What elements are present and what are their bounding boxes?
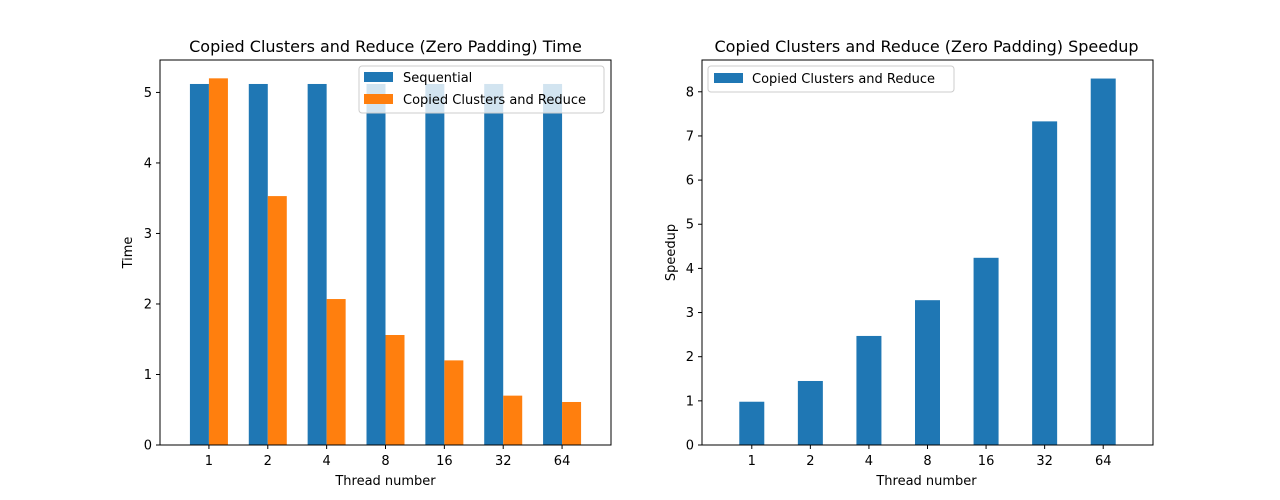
speedup-legend-label: Copied Clusters and Reduce: [752, 72, 935, 87]
time-x-tick-label-32: 32: [495, 454, 512, 469]
speedup-x-tick-label-4: 4: [865, 454, 873, 469]
time-bar-copied-clusters-and-reduce-4: [326, 299, 346, 445]
speedup-bar-copied-clusters-and-reduce-8: [915, 300, 940, 445]
speedup-chart-title: Copied Clusters and Reduce (Zero Padding…: [714, 37, 1138, 56]
speedup-ticks: 1 2 4 8 16 32 64 0 1 2 3 4 5 6 7 8: [686, 85, 1112, 469]
time-ticks: 1 2 4 8 16 32 64 0 1 2 3 4 5: [144, 86, 571, 469]
time-bar-sequential-16: [425, 83, 445, 445]
time-y-tick-label-5: 5: [144, 86, 152, 101]
time-x-axis-label: Thread number: [334, 474, 436, 489]
time-bar-copied-clusters-and-reduce-8: [385, 335, 405, 445]
time-x-tick-label-2: 2: [264, 454, 272, 469]
time-legend-label-sequential: Sequential: [403, 71, 472, 86]
time-bar-sequential-2: [248, 83, 268, 445]
speedup-chart: Copied Clusters and Reduce (Zero Padding…: [664, 37, 1154, 489]
time-legend-swatch-copied: [364, 94, 393, 104]
speedup-legend-frame: [707, 65, 955, 93]
speedup-x-tick-label-32: 32: [1036, 454, 1053, 469]
time-x-tick-label-16: 16: [436, 454, 453, 469]
speedup-y-tick-label-7: 7: [686, 129, 694, 144]
time-bar-sequential-32: [484, 83, 504, 445]
speedup-y-tick-label-6: 6: [686, 174, 694, 189]
time-y-axis-label: Time: [121, 237, 136, 270]
speedup-legend: Copied Clusters and Reduce: [707, 65, 955, 93]
speedup-y-tick-label-0: 0: [686, 439, 694, 454]
time-bar-copied-clusters-and-reduce-32: [503, 395, 523, 445]
time-bar-copied-clusters-and-reduce-2: [267, 196, 287, 445]
time-y-tick-label-2: 2: [144, 297, 152, 312]
speedup-bars: [739, 78, 1116, 445]
time-y-tick-label-0: 0: [144, 439, 152, 454]
time-bar-copied-clusters-and-reduce-64: [562, 401, 582, 445]
speedup-x-tick-label-2: 2: [806, 454, 814, 469]
speedup-bar-copied-clusters-and-reduce-4: [856, 335, 882, 445]
speedup-legend-swatch: [714, 73, 743, 83]
time-bar-sequential-1: [189, 83, 209, 445]
speedup-x-tick-label-16: 16: [978, 454, 995, 469]
time-chart: Copied Clusters and Reduce (Zero Padding…: [121, 37, 612, 489]
time-x-tick-label-4: 4: [323, 454, 331, 469]
speedup-bar-copied-clusters-and-reduce-64: [1090, 78, 1116, 445]
time-x-tick-label-64: 64: [554, 454, 571, 469]
time-bar-sequential-4: [307, 83, 327, 445]
speedup-x-tick-label-1: 1: [748, 454, 756, 469]
time-y-tick-label-1: 1: [144, 368, 152, 383]
time-bars: [189, 78, 582, 445]
time-bar-copied-clusters-and-reduce-16: [444, 360, 464, 445]
speedup-bar-copied-clusters-and-reduce-2: [797, 380, 823, 445]
time-chart-title: Copied Clusters and Reduce (Zero Padding…: [189, 37, 582, 56]
time-y-tick-label-3: 3: [144, 227, 152, 242]
speedup-x-tick-label-8: 8: [923, 454, 931, 469]
speedup-y-axis-label: Speedup: [664, 224, 679, 281]
speedup-y-tick-label-3: 3: [686, 306, 694, 321]
time-x-tick-label-8: 8: [381, 454, 389, 469]
time-plot-frame: [159, 59, 612, 446]
speedup-bar-copied-clusters-and-reduce-32: [1032, 121, 1058, 445]
speedup-y-tick-label-2: 2: [686, 350, 694, 365]
speedup-bar-copied-clusters-and-reduce-16: [973, 257, 999, 445]
speedup-bar-copied-clusters-and-reduce-1: [739, 401, 765, 445]
time-legend-label-copied: Copied Clusters and Reduce: [403, 93, 586, 108]
speedup-y-tick-label-8: 8: [686, 85, 694, 100]
time-x-tick-label-1: 1: [205, 454, 213, 469]
speedup-y-tick-label-5: 5: [686, 218, 694, 233]
time-legend-swatch-sequential: [364, 72, 393, 82]
speedup-x-axis-label: Thread number: [875, 474, 977, 489]
time-legend-frame: [358, 65, 605, 114]
speedup-plot-frame: [701, 59, 1154, 446]
time-bar-copied-clusters-and-reduce-1: [208, 78, 228, 445]
time-y-tick-label-4: 4: [144, 156, 152, 171]
time-bar-sequential-64: [543, 83, 563, 445]
time-legend: Sequential Copied Clusters and Reduce: [358, 65, 605, 114]
time-bar-sequential-8: [366, 83, 386, 445]
speedup-y-tick-label-1: 1: [686, 394, 694, 409]
speedup-x-tick-label-64: 64: [1095, 454, 1112, 469]
speedup-y-tick-label-4: 4: [686, 262, 694, 277]
